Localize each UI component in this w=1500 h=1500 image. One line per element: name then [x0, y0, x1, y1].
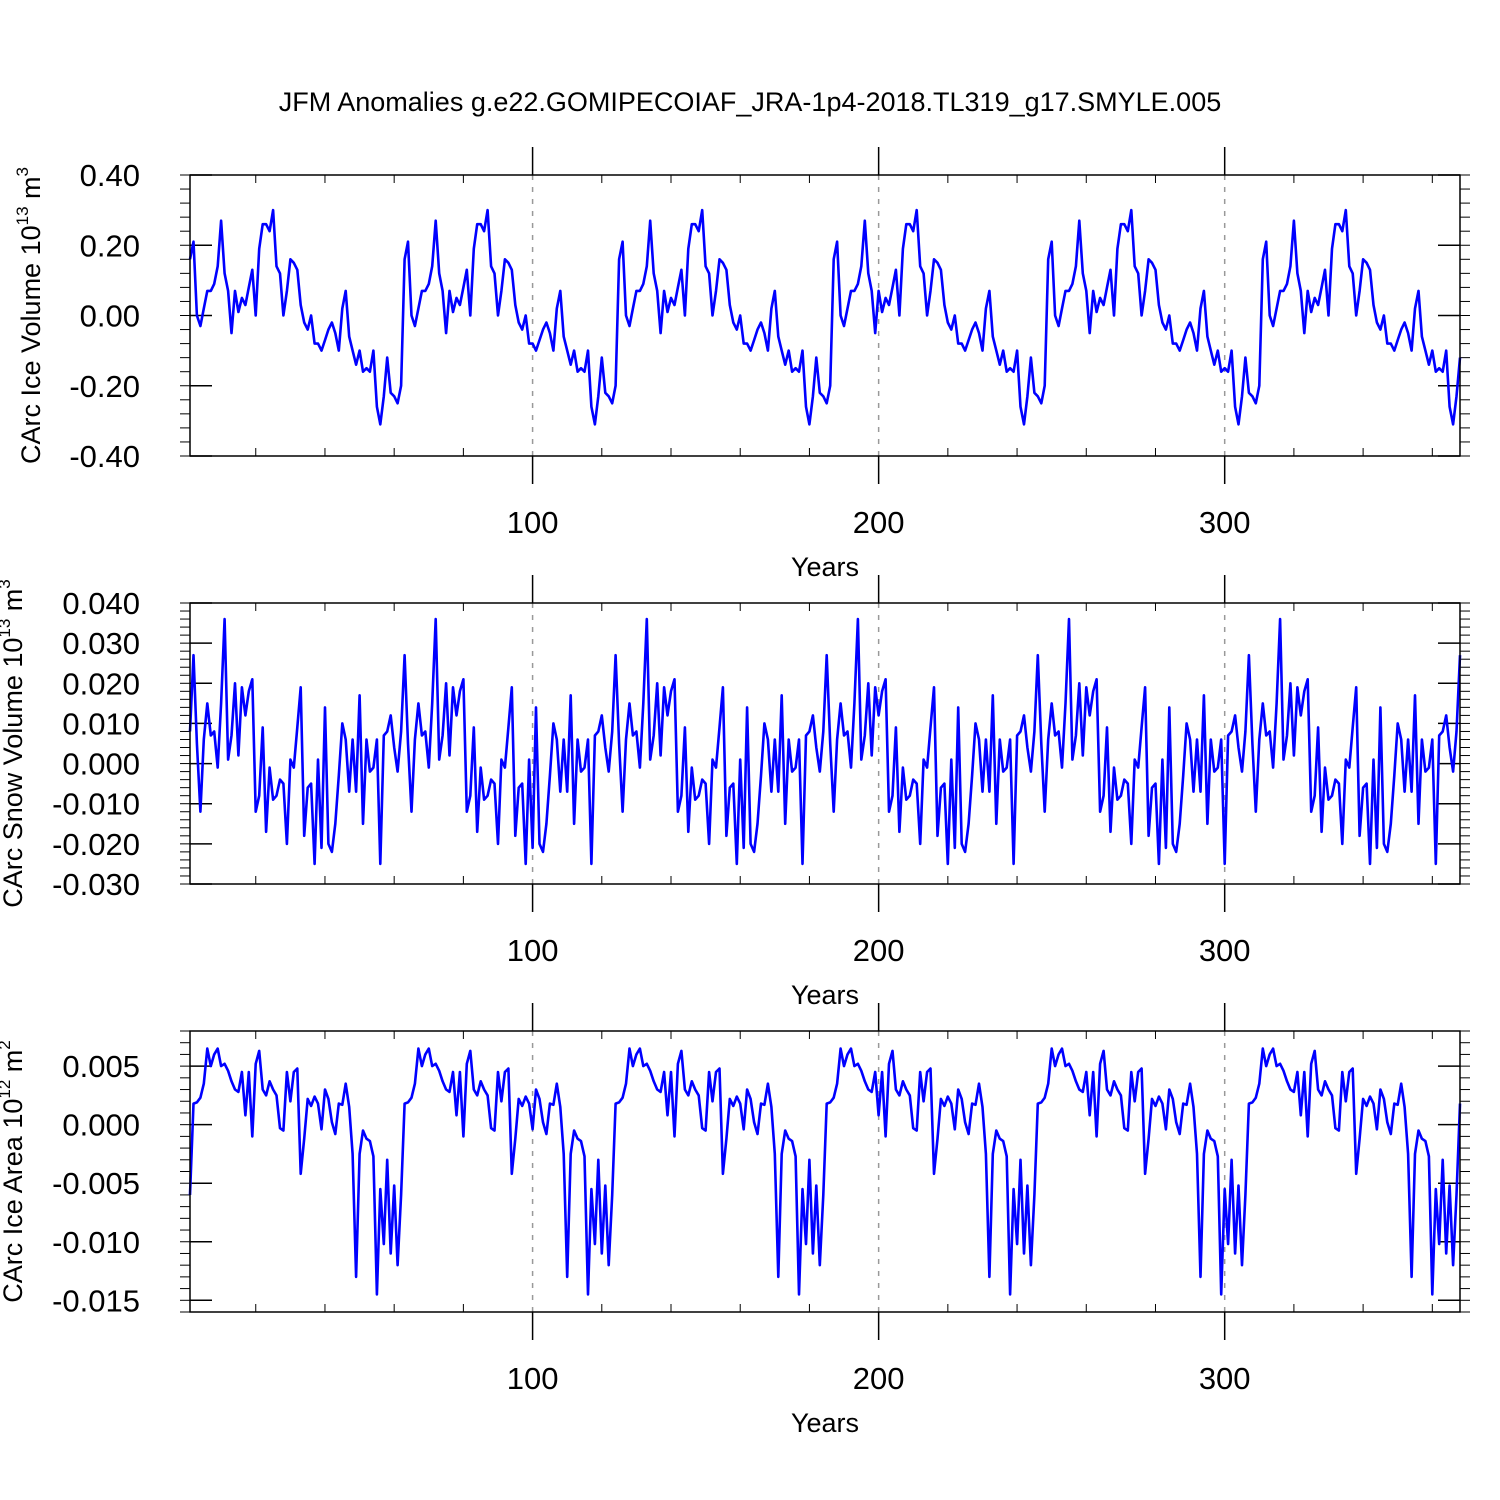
plot-frame — [189, 1030, 1461, 1313]
y-tick-label: -0.010 — [52, 1225, 140, 1260]
y-tick-label: 0.005 — [62, 1049, 140, 1084]
y-tick-label: 0.020 — [62, 666, 140, 701]
y-tick-label: 0.010 — [62, 706, 140, 741]
y-tick-label: 0.00 — [80, 299, 140, 334]
x-tick-label: 300 — [1199, 505, 1251, 540]
x-tick-label: 200 — [853, 505, 905, 540]
y-tick-label: 0.030 — [62, 626, 140, 661]
y-tick-label: 0.40 — [80, 158, 140, 193]
y-tick-label: 0.040 — [62, 586, 140, 621]
y-tick-label: 0.000 — [62, 747, 140, 782]
data-series-line — [188, 208, 1462, 426]
x-axis-label: Years — [791, 552, 859, 582]
y-tick-label: 0.000 — [62, 1108, 140, 1143]
x-axis-label: Years — [791, 1408, 859, 1438]
y-tick-label: -0.020 — [52, 827, 140, 862]
plot-frame — [189, 602, 1461, 885]
y-axis-label: CArc Snow Volume 1013 m3 — [0, 579, 28, 908]
x-axis-label: Years — [791, 980, 859, 1010]
panel-snow-volume: 100 200 300 0.040 0.030 0.020 0.010 0.000 -0.010… — [0, 575, 1470, 1010]
y-axis-label: CArc Ice Volume 1013 m3 — [13, 167, 46, 464]
data-series-line — [188, 1047, 1462, 1296]
x-tick-label: 100 — [507, 1361, 559, 1396]
y-tick-label: -0.20 — [69, 369, 140, 404]
y-tick-label: -0.40 — [69, 439, 140, 474]
x-tick-label: 100 — [507, 933, 559, 968]
y-tick-label: -0.030 — [52, 867, 140, 902]
panel-ice-volume: 100 200 300 0.40 0.20 0.00 -0.20 -0.40 Years CArc… — [13, 147, 1470, 582]
panel-ice-area: 100 200 300 0.005 0.000 -0.005 -0.010 -0.015 Yea… — [0, 1003, 1470, 1438]
y-tick-label: 0.20 — [80, 228, 140, 263]
x-tick-label: 200 — [853, 933, 905, 968]
x-tick-label: 300 — [1199, 1361, 1251, 1396]
y-tick-label: -0.005 — [52, 1166, 140, 1201]
y-tick-label: -0.015 — [52, 1283, 140, 1318]
y-tick-label: -0.010 — [52, 787, 140, 822]
x-tick-label: 200 — [853, 1361, 905, 1396]
y-axis-label: CArc Ice Area 1012 m2 — [0, 1040, 28, 1303]
figure-title: JFM Anomalies g.e22.GOMIPECOIAF_JRA-1p4-… — [279, 87, 1221, 117]
plot-frame — [189, 174, 1461, 457]
data-series-line — [188, 617, 1462, 866]
x-tick-label: 300 — [1199, 933, 1251, 968]
x-tick-label: 100 — [507, 505, 559, 540]
